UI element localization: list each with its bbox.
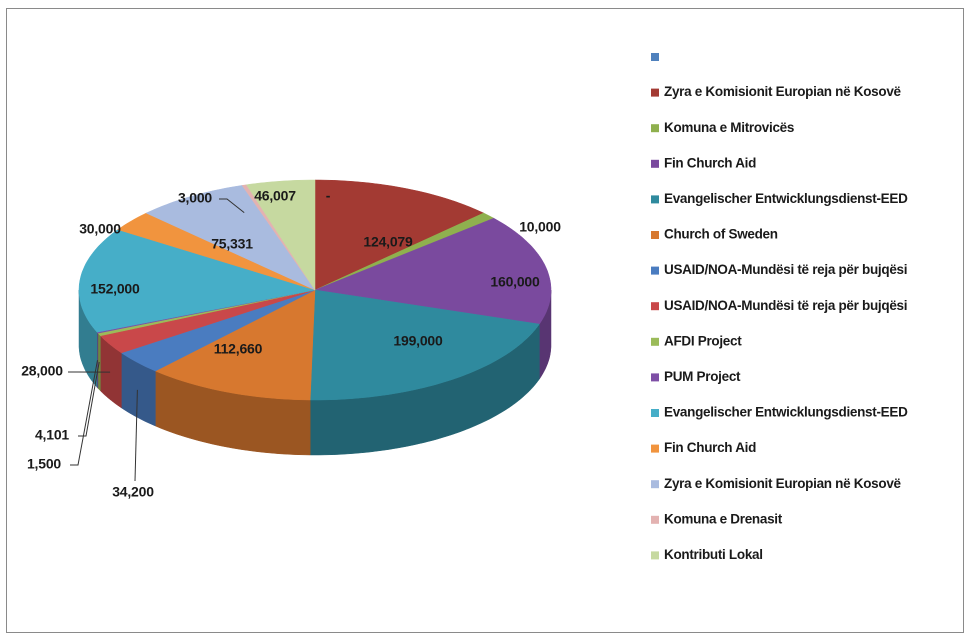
slice — [154, 289, 316, 401]
legend-swatch — [651, 159, 659, 168]
legend-swatch — [651, 409, 659, 417]
slice — [314, 217, 552, 325]
slice — [120, 289, 316, 372]
value-label: - — [326, 188, 331, 204]
value-label: 34,200 — [112, 484, 154, 500]
legend-swatch — [651, 88, 659, 97]
legend-label: Fin Church Aid — [664, 440, 756, 455]
legend-label: Zyra e Komisionit Europian në Kosovë — [664, 476, 902, 491]
slice — [245, 179, 316, 291]
legend-label: Kontributi Lokal — [664, 547, 763, 562]
value-label: 3,000 — [178, 190, 212, 206]
value-label: 160,000 — [490, 274, 540, 290]
legend-label: PUM Project — [664, 369, 741, 384]
value-label: 28,000 — [21, 363, 63, 379]
legend-swatch — [651, 551, 659, 560]
legend-swatch — [651, 337, 659, 346]
legend-swatch — [651, 53, 659, 61]
legend-swatch — [651, 231, 659, 239]
leader-line — [134, 389, 138, 482]
leader-line — [219, 198, 245, 213]
legend-label: USAID/NOA-Mundësi të reja për bujqësi — [664, 298, 907, 313]
value-label: 46,007 — [254, 188, 296, 204]
legend-swatch — [651, 195, 659, 204]
slice — [309, 289, 540, 401]
legend-label: Church of Sweden — [664, 227, 778, 242]
legend-label: Zyra e Komisionit Europian në Kosovë — [664, 84, 902, 99]
value-label: 199,000 — [393, 333, 443, 349]
value-label: 112,660 — [214, 341, 263, 357]
slice — [78, 229, 316, 333]
legend-swatch — [651, 373, 659, 382]
legend-label: Evangelischer Entwicklungsdienst-EED — [664, 405, 908, 420]
legend-label: Fin Church Aid — [664, 155, 756, 170]
value-label: 10,000 — [519, 219, 561, 235]
legend-label: USAID/NOA-Mundësi të reja për bujqësi — [664, 262, 907, 277]
value-label: 124,079 — [363, 234, 413, 250]
legend-swatch — [651, 302, 659, 311]
value-label: 152,000 — [90, 281, 140, 297]
leader-line — [70, 360, 98, 466]
legend-swatch — [651, 480, 659, 489]
legend-swatch — [651, 444, 659, 453]
legend-swatch — [651, 124, 659, 133]
value-label: 4,101 — [35, 427, 69, 443]
value-label: 75,331 — [211, 236, 253, 252]
legend-label: Komuna e Mitrovicës — [664, 120, 794, 135]
pie-tops — [78, 179, 552, 401]
legend-label: Evangelischer Entwicklungsdienst-EED — [664, 191, 908, 206]
slice — [145, 185, 316, 291]
legend-swatch — [651, 515, 659, 524]
legend-swatch — [651, 266, 659, 275]
leader-line — [78, 361, 100, 437]
slice — [117, 212, 316, 291]
value-label: 1,500 — [27, 456, 61, 472]
value-label: 30,000 — [79, 221, 121, 237]
pie-sides — [78, 290, 552, 456]
legend-label: Komuna e Drenasit — [664, 511, 783, 526]
slice — [314, 179, 485, 291]
legend-label: AFDI Project — [664, 333, 742, 348]
slice — [99, 289, 316, 354]
